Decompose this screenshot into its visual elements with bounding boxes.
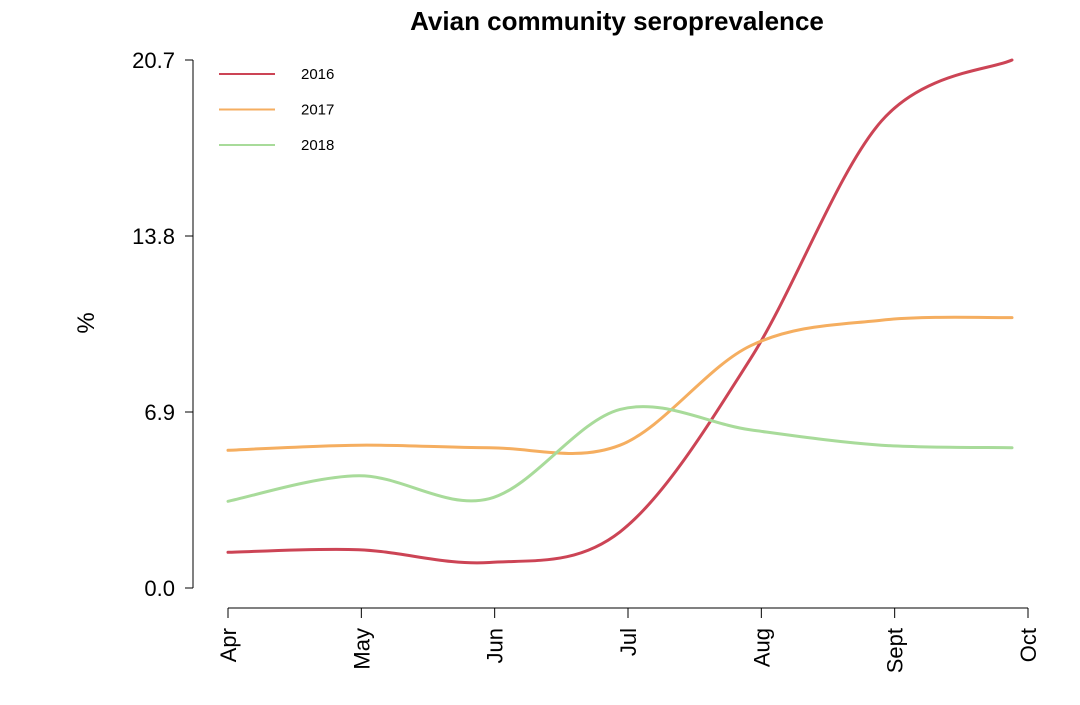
- y-axis-label: %: [73, 312, 100, 333]
- legend: 2016 2017 2018: [219, 66, 334, 154]
- y-tick-label: 13.8: [132, 224, 175, 249]
- x-tick-label: Sept: [883, 628, 908, 673]
- x-tick-label: Aug: [749, 628, 774, 667]
- series-lines: [226, 58, 1014, 565]
- legend-label-2018: 2018: [301, 137, 334, 154]
- x-tick-label: Jul: [616, 628, 641, 656]
- y-tick-label: 0.0: [144, 576, 175, 601]
- legend-label-2016: 2016: [301, 66, 334, 83]
- x-tick-label: Apr: [216, 628, 241, 662]
- series-line-2017: [226, 315, 1014, 455]
- y-tick-label: 6.9: [144, 400, 175, 425]
- x-tick-label: May: [349, 628, 374, 670]
- x-tick-label: Oct: [1016, 628, 1041, 662]
- y-ticks: 0.0 6.9 13.8 20.7: [132, 48, 193, 601]
- series-line-2016: [226, 58, 1014, 565]
- series-line-2018: [226, 405, 1014, 503]
- y-tick-label: 20.7: [132, 48, 175, 73]
- legend-label-2017: 2017: [301, 102, 334, 119]
- x-ticks: Apr May Jun Jul Aug Sept Oct: [216, 608, 1041, 673]
- x-tick-label: Jun: [483, 628, 508, 663]
- chart-title: Avian community seroprevalence: [410, 6, 824, 36]
